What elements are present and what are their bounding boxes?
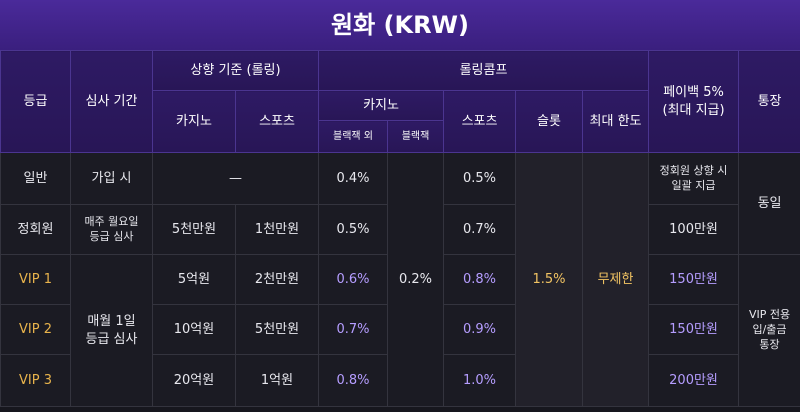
cell: 2천만원 — [234, 254, 320, 305]
header-cell: 페이백 5% (최대 지급) — [648, 50, 740, 153]
cell: 매주 월요일 등급 심사 — [70, 204, 153, 255]
rate-table: 등급 심사 기간 상향 기준 (롤링) 롤링콤프 페이백 5% (최대 지급) … — [0, 50, 800, 407]
header-cell: 상향 기준 (롤링) — [151, 50, 320, 91]
cell: 정회원 — [0, 204, 71, 255]
header-cell: 통장 — [738, 50, 800, 153]
header-cell: 롤링콤프 — [318, 50, 650, 91]
cell: 0.8% — [318, 354, 389, 407]
cell: 0.9% — [443, 304, 517, 355]
header-cell: 스포츠 — [234, 90, 320, 153]
cell: 100만원 — [648, 204, 740, 255]
header-cell: 슬롯 — [515, 90, 584, 153]
cell: 0.8% — [443, 254, 517, 305]
cell: 10억원 — [152, 304, 236, 355]
cell: 5천만원 — [234, 304, 320, 355]
cell: 5억원 — [152, 254, 236, 305]
cell: VIP 2 — [0, 304, 71, 355]
cell: VIP 3 — [0, 354, 71, 407]
header-cell: 최대 한도 — [582, 90, 650, 153]
cell: 200만원 — [648, 354, 740, 407]
cell: 150만원 — [648, 254, 740, 305]
cell: 20억원 — [152, 354, 236, 407]
cell: 일반 — [0, 152, 71, 205]
header-cell: 블랙잭 — [387, 120, 445, 153]
header-cell: 카지노 — [318, 90, 445, 121]
cell: 5천만원 — [152, 204, 236, 255]
cell: VIP 1 — [0, 254, 71, 305]
header-cell: 스포츠 — [443, 90, 517, 153]
cell: 1억원 — [234, 354, 320, 407]
cell: 0.4% — [318, 152, 389, 205]
cell: 1.5% — [515, 152, 584, 407]
cell: 0.5% — [443, 152, 517, 205]
header-cell: 블랙잭 외 — [318, 120, 389, 153]
cell: 매월 1일 등급 심사 — [70, 254, 153, 407]
cell: 0.2% — [387, 152, 445, 407]
cell: 0.5% — [318, 204, 389, 255]
cell: 1.0% — [443, 354, 517, 407]
cell: 0.6% — [318, 254, 389, 305]
header-cell: 심사 기간 — [70, 50, 153, 153]
cell: VIP 전용 입/출금 통장 — [738, 254, 800, 407]
cell: 정회원 상향 시 일괄 지급 — [648, 152, 740, 205]
header-cell: 카지노 — [152, 90, 236, 153]
cell: 1천만원 — [234, 204, 320, 255]
title: 원화 (KRW) — [0, 0, 800, 50]
cell: 동일 — [738, 152, 800, 255]
header-cell: 등급 — [0, 50, 71, 153]
cell: 무제한 — [582, 152, 650, 407]
cell: 가입 시 — [70, 152, 153, 205]
cell: 150만원 — [648, 304, 740, 355]
cell: 0.7% — [318, 304, 389, 355]
cell: 0.7% — [443, 204, 517, 255]
cell: — — [151, 152, 320, 205]
